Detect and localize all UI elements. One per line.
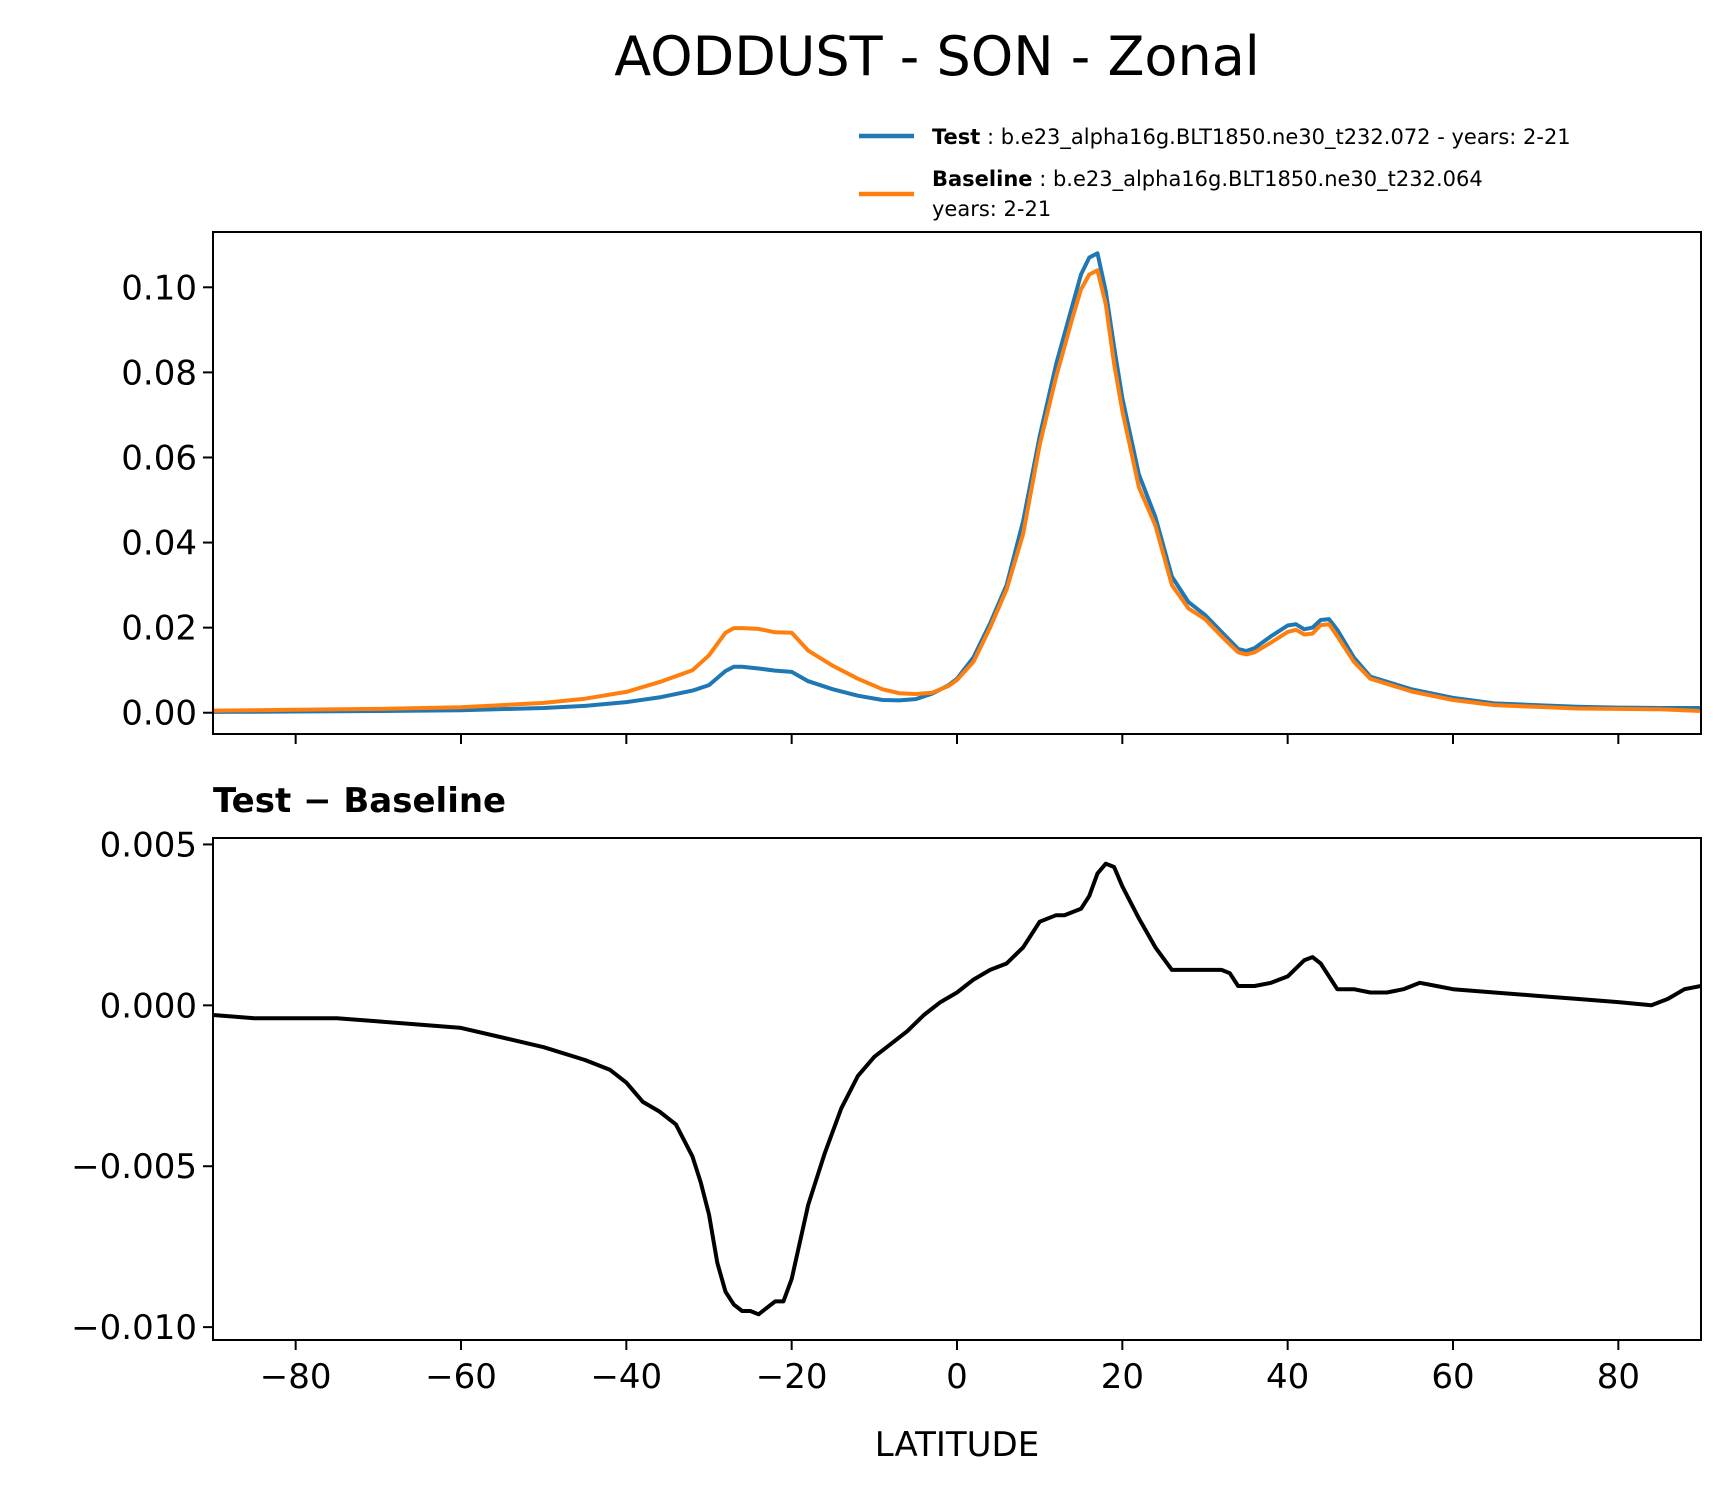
legend-entry-baseline: Baseline : b.e23_alpha16g.BLT1850.ne30_t… xyxy=(932,167,1483,192)
bottom-y-tick-label: −0.010 xyxy=(71,1308,197,1348)
bottom-x-tick-label: −40 xyxy=(590,1357,662,1397)
bottom-y-tick-label: −0.005 xyxy=(71,1147,197,1187)
chart-title: AODDUST - SON - Zonal xyxy=(614,25,1260,88)
bottom-series-line-test-baseline xyxy=(213,861,1701,1317)
difference-panel-title: Test − Baseline xyxy=(213,781,506,821)
legend-baseline-years: years: 2-21 xyxy=(932,197,1051,221)
bottom-x-tick-label: −20 xyxy=(756,1357,828,1397)
bottom-x-tick-label: −80 xyxy=(260,1357,332,1397)
bottom-series xyxy=(213,861,1701,1317)
top-y-tick-label: 0.04 xyxy=(121,524,197,564)
top-y-tick-label: 0.08 xyxy=(121,353,197,393)
bottom-x-tick-label: 80 xyxy=(1597,1357,1640,1397)
legend-baseline-text: b.e23_alpha16g.BLT1850.ne30_t232.064 xyxy=(1053,167,1483,192)
legend-test-separator: : xyxy=(980,125,1000,149)
legend: Test : b.e23_alpha16g.BLT1850.ne30_t232.… xyxy=(859,125,1571,221)
bottom-plot-frame xyxy=(212,837,1702,1341)
top-y-tick-label: 0.02 xyxy=(121,609,197,649)
legend-test-name: Test xyxy=(932,125,980,149)
bottom-x-tick-label: 40 xyxy=(1266,1357,1309,1397)
top-plot-frame xyxy=(212,231,1702,735)
x-axis-label: LATITUDE xyxy=(875,1425,1039,1465)
top-y-axis: 0.00 0.02 0.04 0.06 0.08 0.10 xyxy=(121,268,213,734)
top-panel: 0.00 0.02 0.04 0.06 0.08 0.10 xyxy=(121,231,1702,744)
legend-test-text: b.e23_alpha16g.BLT1850.ne30_t232.072 - y… xyxy=(1001,125,1571,150)
top-x-axis xyxy=(294,734,1620,744)
top-y-tick-label: 0.06 xyxy=(121,438,197,478)
legend-baseline-separator: : xyxy=(1033,167,1053,191)
bottom-x-axis: −80 −60 −40 −20 0 20 40 60 80 xyxy=(260,1340,1640,1397)
top-series xyxy=(213,251,1701,714)
top-series-line-baseline xyxy=(213,268,1701,713)
bottom-x-tick-label: 60 xyxy=(1431,1357,1474,1397)
bottom-y-axis: −0.010 −0.005 0.000 0.005 xyxy=(71,825,213,1348)
bottom-panel: −0.010 −0.005 0.000 0.005 −80 −60 −40 −20 0 20 40… xyxy=(71,825,1702,1397)
top-series-line-test xyxy=(213,251,1701,714)
legend-baseline-name: Baseline xyxy=(932,167,1033,191)
legend-entry-test: Test : b.e23_alpha16g.BLT1850.ne30_t232.… xyxy=(932,125,1571,150)
top-y-tick-label: 0.00 xyxy=(121,694,197,734)
bottom-y-tick-label: 0.005 xyxy=(100,825,197,865)
bottom-x-tick-label: 20 xyxy=(1101,1357,1144,1397)
bottom-x-tick-label: −60 xyxy=(425,1357,497,1397)
bottom-y-tick-label: 0.000 xyxy=(100,986,197,1026)
top-y-tick-label: 0.10 xyxy=(121,268,197,308)
bottom-x-tick-label: 0 xyxy=(946,1357,968,1397)
